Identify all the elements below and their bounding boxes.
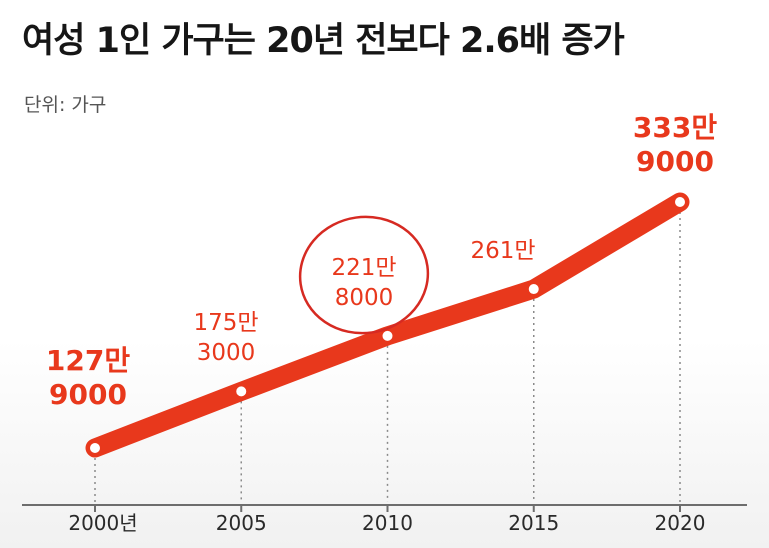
data-label-2000-line1: 127만 xyxy=(46,344,130,377)
data-point-2010 xyxy=(380,328,395,343)
x-tick-labels: 2000년 2005 2010 2015 2020 xyxy=(68,511,705,535)
data-label-2010-line2: 8000 xyxy=(335,285,394,311)
data-point-2000 xyxy=(88,441,102,455)
x-tick-label-2000: 2000년 xyxy=(68,511,137,535)
data-label-2005-line2: 3000 xyxy=(197,340,256,366)
series-line xyxy=(85,192,690,458)
data-label-2000-line2: 9000 xyxy=(49,378,127,411)
data-label-2010-line1: 221만 xyxy=(331,255,396,281)
data-label-2020-line2: 9000 xyxy=(636,145,714,178)
series-line-path xyxy=(85,192,690,458)
x-tick-label-2005: 2005 xyxy=(216,511,267,535)
guide-lines xyxy=(94,212,681,512)
data-label-2015-line1: 261만 xyxy=(470,238,535,264)
x-tick-label-2010: 2010 xyxy=(362,511,413,535)
data-points xyxy=(88,195,687,455)
data-label-2005-line1: 175만 xyxy=(193,310,258,336)
data-point-2020 xyxy=(673,195,687,209)
chart-title: 여성 1인 가구는 20년 전보다 2.6배 증가 xyxy=(22,21,625,61)
highlight-circle xyxy=(298,215,430,335)
data-point-2015 xyxy=(526,282,541,297)
data-label-2020-line1: 333만 xyxy=(633,111,717,144)
data-point-2005 xyxy=(234,384,249,399)
unit-label: 단위: 가구 xyxy=(24,94,107,116)
x-tick-label-2020: 2020 xyxy=(655,511,706,535)
x-tick-label-2015: 2015 xyxy=(508,511,559,535)
